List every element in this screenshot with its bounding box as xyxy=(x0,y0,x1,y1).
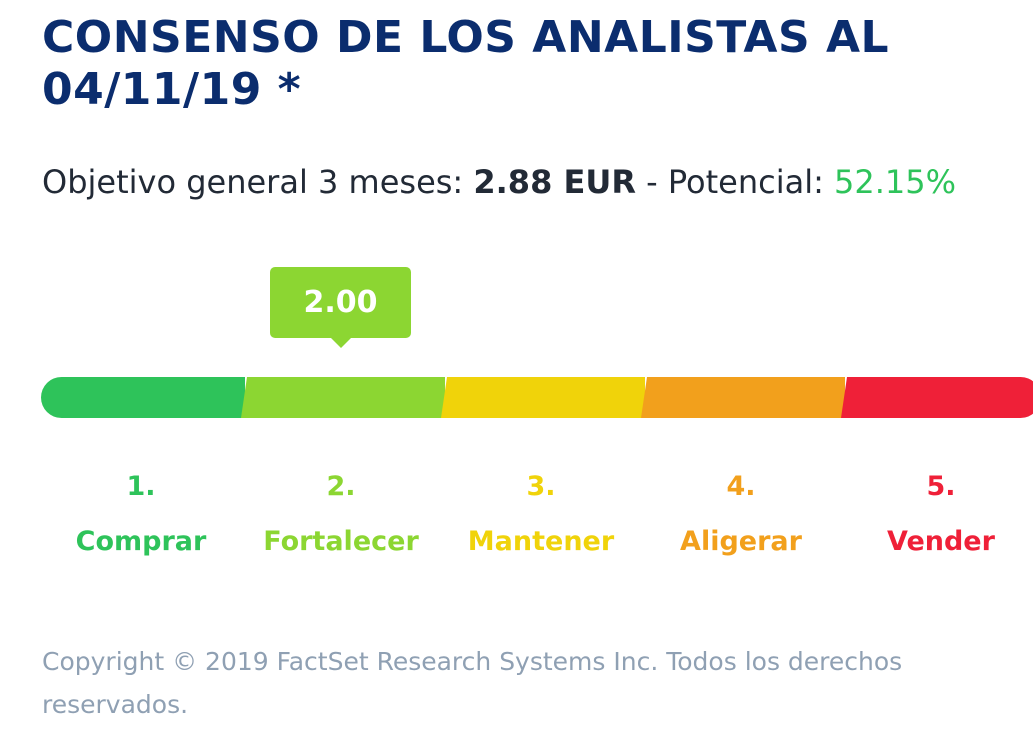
objective-value: 2.88 EUR xyxy=(473,163,636,201)
page-title: CONSENSO DE LOS ANALISTAS AL 04/11/19 * xyxy=(42,12,890,115)
scale-segment-comprar xyxy=(41,377,245,418)
scale-label-vender: Vender xyxy=(887,526,995,557)
copyright-notice: Copyright © 2019 FactSet Research System… xyxy=(42,647,903,719)
consensus-scale-bar xyxy=(41,377,1033,418)
scale-label-comprar: Comprar xyxy=(75,526,207,557)
scale-number-4: 4. xyxy=(726,471,756,502)
scale-segment-fortalecer xyxy=(241,377,445,418)
scale-number-3: 3. xyxy=(526,471,556,502)
scale-label-aligerar: Aligerar xyxy=(680,526,802,557)
potential-value: 52.15% xyxy=(834,163,957,201)
scale-segment-mantener xyxy=(441,377,645,418)
scale-number-5: 5. xyxy=(926,471,956,502)
consensus-score-badge: 2.00 xyxy=(270,267,411,338)
scale-number-1: 1. xyxy=(126,471,156,502)
scale-segment-vender xyxy=(841,377,1033,418)
scale-segment-aligerar xyxy=(641,377,845,418)
objective-label: Objetivo general 3 meses: xyxy=(42,163,474,201)
scale-number-2: 2. xyxy=(326,471,356,502)
objective-line: Objetivo general 3 meses: 2.88 EUR - Pot… xyxy=(42,160,956,204)
scale-label-mantener: Mantener xyxy=(467,526,615,557)
potential-label: - Potencial: xyxy=(635,163,835,201)
scale-label-fortalecer: Fortalecer xyxy=(263,526,419,557)
consensus-score-pointer xyxy=(329,336,353,348)
